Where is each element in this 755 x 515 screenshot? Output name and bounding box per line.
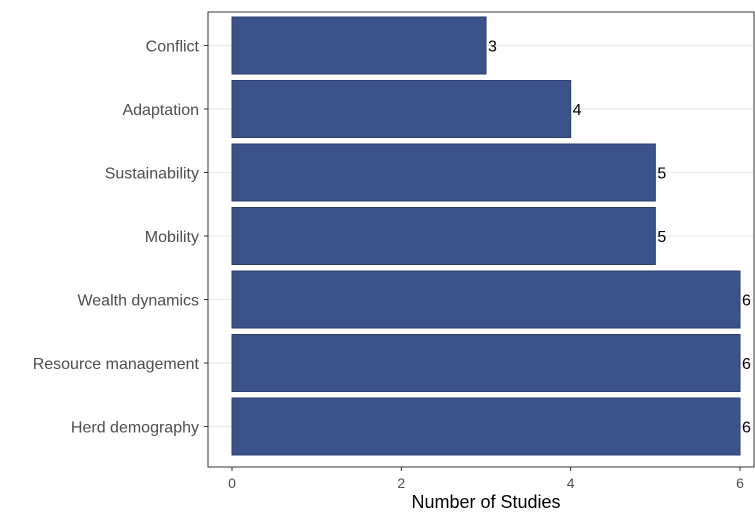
bar-resource-management [231, 334, 741, 392]
value-label: 6 [742, 420, 751, 437]
bar-wealth-dynamics [231, 270, 741, 329]
value-labels: 3 4 5 5 6 6 6 [488, 39, 751, 437]
y-tick-label: Herd demography [71, 420, 199, 437]
x-tick-label: 4 [567, 475, 575, 491]
x-tick-label: 6 [736, 475, 744, 491]
bar-conflict [231, 16, 487, 75]
value-label: 6 [742, 293, 751, 310]
value-label: 5 [657, 229, 666, 246]
x-axis-title: Number of Studies [411, 492, 560, 512]
bars [231, 16, 741, 456]
y-tick-label: Sustainability [105, 166, 199, 183]
bar-adaptation [231, 80, 572, 138]
y-tick-label: Conflict [146, 39, 200, 56]
y-tick-label: Wealth dynamics [77, 293, 199, 310]
y-axis-ticks: Conflict Adaptation Sustainability Mobility… [33, 39, 208, 437]
bar-herd-demography [231, 397, 741, 456]
y-tick-label: Resource management [33, 356, 200, 373]
value-label: 4 [573, 102, 582, 119]
x-axis-ticks: 0 2 4 6 [228, 467, 744, 491]
value-label: 3 [488, 39, 497, 56]
value-label: 6 [742, 356, 751, 373]
x-tick-label: 0 [228, 475, 236, 491]
plot-panel-border [207, 11, 755, 468]
y-tick-label: Mobility [145, 229, 199, 246]
value-label: 5 [657, 166, 666, 183]
bar-mobility [231, 207, 656, 265]
y-tick-label: Adaptation [122, 102, 199, 119]
x-tick-label: 2 [397, 475, 405, 491]
bar-sustainability [231, 143, 656, 202]
